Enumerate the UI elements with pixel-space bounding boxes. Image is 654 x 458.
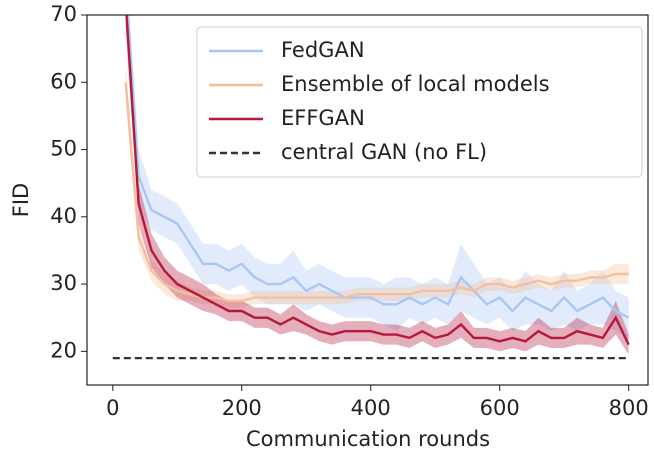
y-tick-label: 30 bbox=[50, 271, 77, 295]
x-tick-label: 200 bbox=[222, 396, 262, 420]
plot-area bbox=[112, 15, 630, 360]
series-line bbox=[125, 15, 630, 346]
axes-frame bbox=[86, 14, 649, 386]
series-line bbox=[124, 82, 629, 303]
legend-label: central GAN (no FL) bbox=[281, 140, 487, 164]
legend-label: FedGAN bbox=[281, 38, 365, 62]
error-band bbox=[126, 15, 629, 338]
y-axis-label: FID bbox=[9, 183, 33, 217]
y-tick-label: 70 bbox=[50, 2, 77, 26]
legend-box bbox=[196, 26, 643, 178]
x-tick-label: 600 bbox=[480, 396, 520, 420]
legend-label: Ensemble of local models bbox=[281, 72, 550, 96]
series-line bbox=[126, 15, 630, 319]
x-axis-label: Communication rounds bbox=[246, 427, 490, 451]
y-tick-label: 20 bbox=[50, 338, 77, 362]
y-tick-label: 60 bbox=[50, 69, 77, 93]
x-tick-label: 0 bbox=[106, 396, 119, 420]
x-tick-label: 400 bbox=[351, 396, 391, 420]
legend-label: EFFGAN bbox=[281, 106, 365, 130]
x-tick-label: 800 bbox=[609, 396, 649, 420]
y-tick-label: 50 bbox=[50, 137, 77, 161]
error-band bbox=[125, 15, 629, 355]
legend: FedGAN Ensemble of local models EFFGAN cent… bbox=[196, 26, 643, 178]
y-tick-label: 40 bbox=[50, 204, 77, 228]
